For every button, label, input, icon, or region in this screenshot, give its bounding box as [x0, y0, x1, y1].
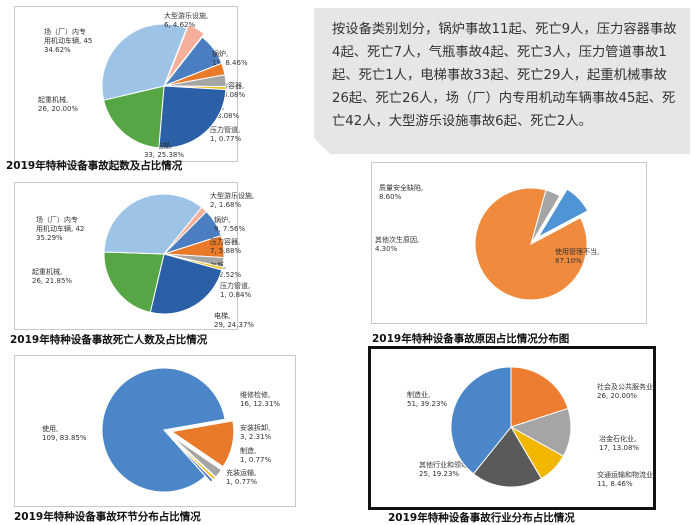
pie-slice [103, 85, 165, 149]
pie-data-label: 其他次生原因, 4.30% [375, 235, 419, 253]
pie-data-label: 场（厂）内专用机动车辆, 45 34.62% [44, 27, 92, 54]
pie-data-label: 其他行业和领域, 25, 19.23% [419, 460, 470, 478]
pie-data-label: 压力管道, 1, 0.77% [210, 125, 241, 143]
pie-slice [510, 366, 569, 428]
pie-slice [169, 435, 214, 483]
pie-chart-deaths: 锅炉,9, 7.56%压力容器,7, 5.88%气瓶,3, 2.52%压力管道,… [14, 182, 254, 329]
pie-stages-svg: 维修检修, 16, 12.31% 安装拆卸, 3, 2.31% 制造, 1, 0.77% 充… [42, 367, 280, 493]
pie-data-label: 使用管理不当, 87.10% [555, 247, 599, 265]
pie-slice [472, 426, 543, 488]
pie-data-label: 压力管道, 1, 0.84% [220, 281, 251, 299]
pie-data-label: 制造业, 51, 39.23% [407, 390, 447, 408]
chart-title-deaths: 2019年特种设备事故死亡人数及占比情况 [10, 334, 208, 346]
pie-data-label: 电梯, 29, 24.37% [214, 311, 254, 329]
pie-data-label: 质量安全缺陷, 8.60% [379, 183, 423, 201]
pie-chart-stages: 维修检修, 16, 12.31% 安装拆卸, 3, 2.31% 制造, 1, 0.77% 充… [14, 355, 294, 505]
pie-data-label: 锅炉, 11, 8.46% [212, 49, 248, 67]
pie-data-label: 交通运输和物流业, 11, 8.46% [597, 470, 655, 488]
pie-data-label: 充装运输, 1, 0.77% [226, 468, 257, 486]
summary-text: 按设备类别划分，锅炉事故11起、死亡9人，压力容器事故4起、死亡7人，气瓶事故4… [332, 22, 677, 129]
pie-slice [103, 251, 165, 314]
pie-slice [103, 193, 203, 255]
pie-data-label: 制造, 1, 0.77% [240, 446, 271, 464]
pie-slice [165, 24, 205, 83]
chart-title-causes: 2019年特种设备事故原因占比情况分布图 [372, 333, 570, 345]
pie-slice [169, 434, 223, 478]
summary-box: 按设备类别划分，锅炉事故11起、死亡9人，压力容器事故4起、死亡7人，气瓶事故4… [314, 8, 690, 154]
pie-slice [530, 189, 561, 245]
pie-accidents-svg: 锅炉,11, 8.46%压力容器,4, 3.08%气瓶,4, 3.08%压力管道… [38, 11, 248, 159]
pie-slice [170, 420, 235, 468]
chart-title-accidents: 2019年特种设备事故起数及占比情况 [6, 160, 183, 172]
pie-slice [158, 85, 227, 149]
pie-chart-industries: 社会及公共服务业, 26, 20.00% 冶金石化业, 17, 13.08% 交通运输和… [371, 349, 655, 507]
pie-data-label: 冶金石化业, 17, 13.08% [599, 434, 639, 452]
pie-slice [101, 23, 188, 101]
pie-deaths-svg: 锅炉,9, 7.56%压力容器,7, 5.88%气瓶,3, 2.52%压力管道,… [32, 191, 254, 329]
pie-data-label: 锅炉, 9, 7.56% [214, 215, 245, 233]
pie-data-label: 维修检修, 16, 12.31% [240, 390, 280, 408]
pie-chart-causes: 使用管理不当, 87.10% 其他次生原因, 4.30% 质量安全缺陷, 8.60% [371, 162, 645, 322]
pie-slice [101, 367, 226, 493]
pie-slice [149, 253, 223, 315]
pie-data-label: 电梯, 33, 25.38% [144, 141, 184, 159]
pie-causes-svg: 使用管理不当, 87.10% 其他次生原因, 4.30% 质量安全缺陷, 8.60% [375, 183, 599, 301]
pie-data-label: 大型游乐设施, 2, 1.68% [210, 191, 254, 209]
pie-data-label: 压力容器, 4, 3.08% [214, 81, 245, 99]
pie-data-label: 社会及公共服务业, 26, 20.00% [597, 382, 655, 400]
pie-data-label: 大型游乐设施, 6, 4.62% [164, 11, 208, 29]
chart-title-industries: 2019年特种设备事故行业分布占比情况 [388, 512, 575, 524]
pie-slice [163, 206, 208, 255]
pie-data-label: 使用, 109, 83.85% [42, 424, 87, 442]
pie-data-label: 安装拆卸, 3, 2.31% [240, 423, 271, 441]
pie-slice [450, 366, 512, 475]
pie-chart-accidents: 锅炉,11, 8.46%压力容器,4, 3.08%气瓶,4, 3.08%压力管道… [14, 6, 248, 160]
pie-slice [536, 188, 589, 239]
pie-data-label: 压力容器, 7, 5.88% [210, 237, 241, 255]
pie-data-label: 起重机械, 26, 20.00% [38, 95, 78, 113]
chart-title-stages: 2019年特种设备事故环节分布占比情况 [14, 511, 201, 523]
pie-industries-svg: 社会及公共服务业, 26, 20.00% 冶金石化业, 17, 13.08% 交通运输和… [407, 366, 655, 488]
summary-corner [314, 138, 330, 154]
pie-data-label: 起重机械, 26, 21.85% [32, 267, 72, 285]
pie-data-label: 场（厂）内专用机动车辆, 42 35.29% [36, 215, 84, 242]
